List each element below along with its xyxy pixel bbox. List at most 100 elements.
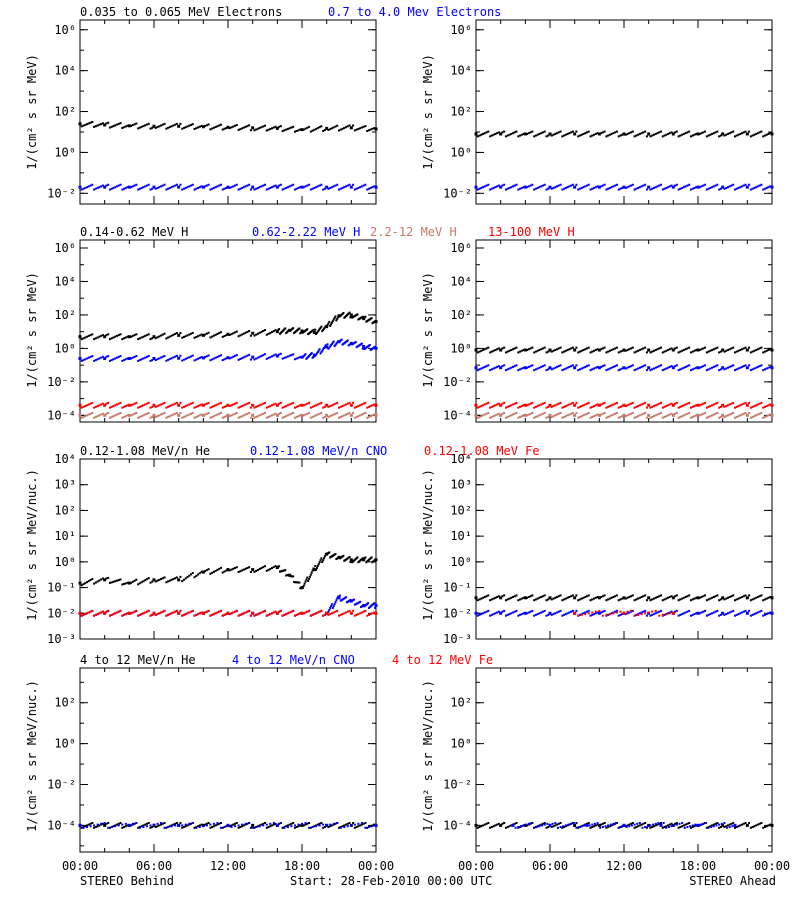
data-point (89, 825, 92, 828)
data-point (163, 822, 166, 825)
data-point (531, 609, 534, 612)
data-point (212, 186, 215, 189)
data-point (327, 415, 330, 418)
data-point (137, 583, 140, 586)
data-point (271, 127, 274, 130)
data-point (205, 569, 208, 572)
data-point (137, 188, 140, 191)
data-point (725, 597, 728, 600)
data-point (110, 613, 113, 616)
data-point (571, 364, 574, 367)
data-point (591, 823, 594, 826)
data-point (612, 132, 615, 135)
data-point (175, 822, 178, 825)
data-point (87, 413, 90, 416)
data-point (661, 351, 664, 354)
data-point (142, 404, 145, 407)
data-point (691, 405, 694, 408)
data-point (154, 613, 157, 616)
data-point (103, 356, 107, 360)
data-point (719, 613, 722, 616)
data-point (517, 351, 520, 354)
data-point (622, 596, 626, 600)
data-point (517, 406, 520, 409)
data-point (86, 826, 89, 829)
data-point (124, 186, 127, 189)
data-point (218, 184, 221, 187)
data-point (476, 416, 479, 419)
data-point (135, 578, 138, 581)
data-point (589, 599, 592, 602)
data-point (112, 405, 115, 408)
data-point (374, 413, 378, 417)
data-point (91, 333, 94, 336)
data-point (161, 184, 164, 187)
data-point (662, 822, 665, 825)
data-point (167, 826, 170, 829)
data-point (543, 364, 546, 367)
data-point (322, 406, 325, 409)
data-point (246, 566, 249, 569)
data-point (734, 351, 736, 354)
data-point (360, 413, 363, 416)
data-point (138, 415, 141, 418)
data-point (112, 125, 115, 128)
data-point (732, 609, 735, 612)
data-point (304, 403, 307, 406)
data-point (232, 611, 235, 614)
data-point (272, 413, 275, 416)
data-point (478, 405, 481, 408)
data-point (218, 332, 221, 335)
data-point (621, 613, 624, 616)
data-point (688, 346, 691, 349)
data-point (190, 573, 192, 576)
series-1 (78, 121, 378, 133)
data-point (721, 185, 725, 189)
data-point (645, 826, 648, 829)
data-point (140, 405, 143, 408)
data-point (734, 826, 736, 829)
data-point (78, 611, 82, 615)
data-point (80, 359, 83, 362)
data-point (489, 599, 492, 602)
data-point (86, 581, 89, 584)
data-point (504, 599, 507, 602)
data-point (195, 127, 198, 130)
data-point (349, 413, 353, 417)
data-point (239, 570, 242, 573)
data-point (671, 366, 675, 370)
data-point (80, 406, 83, 409)
data-point (288, 413, 291, 416)
data-point (188, 574, 191, 577)
data-point (272, 566, 275, 569)
data-point (242, 612, 245, 615)
data-point (637, 349, 640, 352)
data-point (349, 403, 353, 407)
data-point (536, 367, 539, 370)
data-point (239, 405, 242, 408)
data-point (232, 355, 235, 358)
data-point (119, 183, 122, 186)
data-point (274, 565, 277, 568)
data-point (741, 348, 744, 351)
data-point (566, 366, 569, 369)
data-point (707, 368, 710, 371)
data-point (364, 183, 367, 186)
data-point (359, 414, 362, 417)
data-point (184, 357, 187, 360)
data-point (658, 412, 661, 415)
data-point (497, 610, 500, 613)
data-point (489, 135, 492, 138)
data-point (707, 350, 710, 353)
data-point (552, 367, 555, 370)
data-point (693, 349, 696, 352)
data-point (121, 416, 124, 419)
data-point (614, 131, 617, 134)
data-point (640, 823, 643, 826)
data-point (300, 823, 304, 827)
data-point (480, 405, 483, 408)
data-point (748, 411, 751, 414)
data-point (689, 188, 692, 191)
data-point (556, 132, 559, 135)
data-point (660, 130, 662, 133)
